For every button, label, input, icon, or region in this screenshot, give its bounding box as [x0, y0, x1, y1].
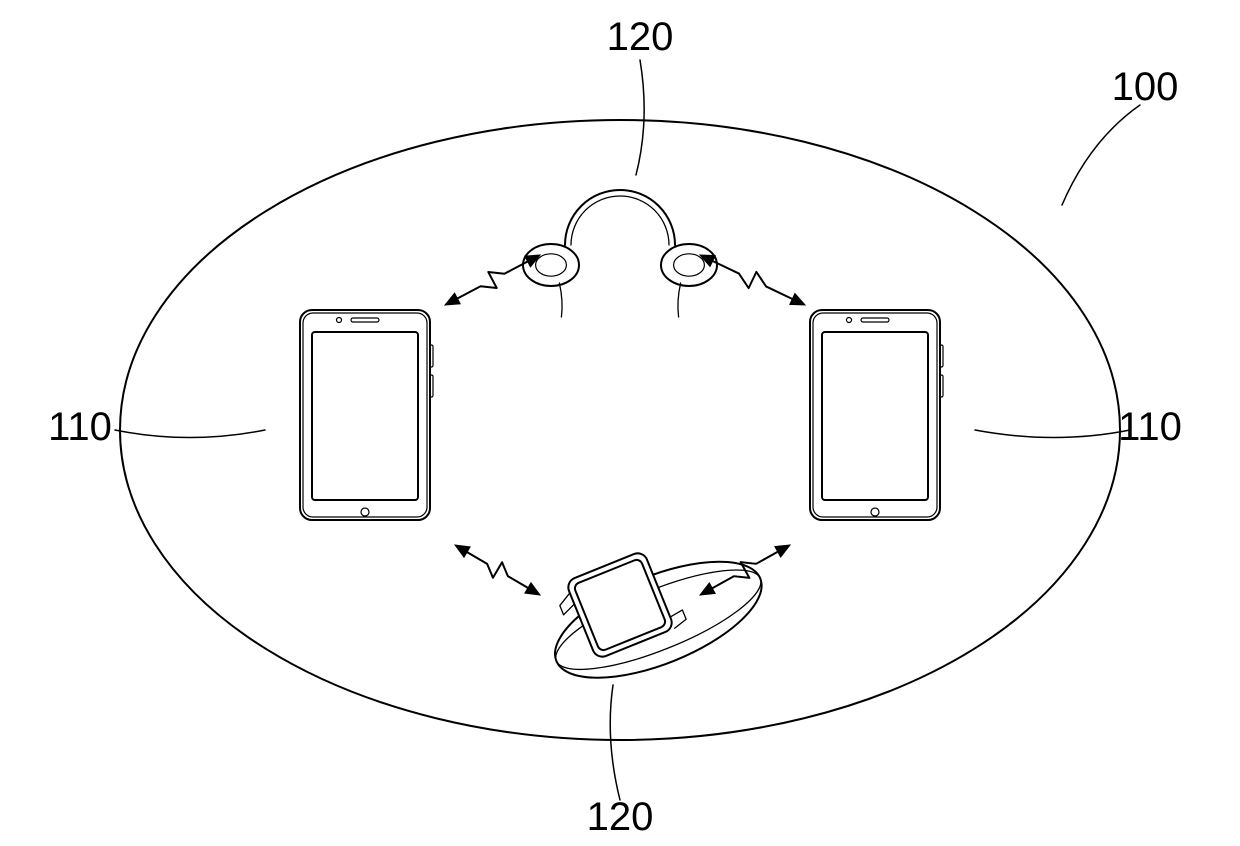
label-110-left: 110 — [48, 405, 112, 449]
leader-100 — [1062, 105, 1140, 205]
wireless-link-arrow-0 — [445, 255, 540, 305]
smartphone-right-icon — [810, 310, 943, 520]
smartphone-left-icon — [300, 310, 433, 520]
leader-top-120 — [636, 60, 644, 175]
wireless-link-arrow-3 — [700, 545, 790, 595]
wireless-link-arrow-2 — [455, 545, 540, 595]
label-120-top: 120 — [607, 15, 674, 59]
label-110-right: 110 — [1118, 405, 1182, 449]
headphones-icon — [523, 190, 717, 317]
wireless-link-arrow-1 — [700, 255, 805, 305]
leader-bottom-120 — [610, 685, 620, 800]
leader-left-110 — [115, 430, 265, 438]
leader-right-110 — [975, 430, 1130, 438]
smartwatch-icon — [530, 514, 777, 702]
label-120-bottom: 120 — [587, 795, 654, 839]
label-100: 100 — [1112, 65, 1179, 109]
diagram-canvas: 120 100 110 110 120 — [0, 0, 1240, 846]
